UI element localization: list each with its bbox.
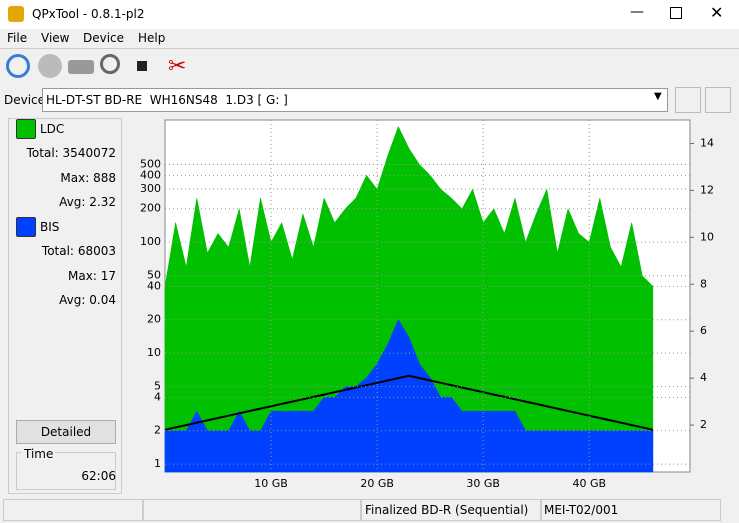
device-label: Device: xyxy=(4,93,50,107)
stat-value: 2.32 xyxy=(89,195,116,209)
stat-row: Max: 17 xyxy=(68,269,116,283)
speed-line xyxy=(164,374,654,431)
y-tick-label: 10 xyxy=(147,346,161,359)
lock-button[interactable] xyxy=(705,87,731,113)
y2-tick-label: 6 xyxy=(700,324,707,337)
stat-row: Total: 68003 xyxy=(42,244,116,258)
close[interactable]: ✕ xyxy=(710,3,724,22)
y-tick-label: 200 xyxy=(140,202,161,215)
x-tick-label: 10 GB xyxy=(254,477,288,490)
y-tick-label: 4 xyxy=(154,390,161,403)
x-tick-label: 30 GB xyxy=(466,477,500,490)
y2-tick-label: 10 xyxy=(700,230,714,243)
status-segment xyxy=(3,499,143,521)
refresh-icon[interactable] xyxy=(6,54,30,78)
menu-item[interactable]: Help xyxy=(138,31,166,45)
series-area xyxy=(164,125,654,473)
chart: 124510204050100200300400500246810121410 … xyxy=(140,119,714,490)
stat-value: 3540072 xyxy=(62,146,116,160)
stat-label: Max: xyxy=(68,268,97,283)
scan-icon[interactable] xyxy=(100,54,120,74)
separator xyxy=(0,48,739,49)
time-label: Time xyxy=(22,447,56,461)
y2-tick-label: 12 xyxy=(700,183,714,196)
y-tick-label: 400 xyxy=(140,168,161,181)
ldc-legend-swatch xyxy=(16,119,36,139)
disc-icon[interactable] xyxy=(38,54,62,78)
stats-panel xyxy=(8,118,122,494)
y-tick-label: 50 xyxy=(147,269,161,282)
x-tick-label: 40 GB xyxy=(572,477,606,490)
stat-label: Total: xyxy=(26,146,59,160)
legend-label: LDC xyxy=(40,122,65,136)
app-icon xyxy=(8,6,24,22)
stat-value: 17 xyxy=(100,268,116,283)
detailed-button[interactable]: Detailed xyxy=(16,420,116,444)
time-box xyxy=(16,452,116,490)
menu-item[interactable]: View xyxy=(41,31,70,45)
minimize[interactable]: — xyxy=(630,4,644,20)
y-tick-label: 1 xyxy=(154,457,161,470)
title-bar xyxy=(0,0,739,29)
y-tick-label: 40 xyxy=(147,279,161,292)
stat-label: Total: xyxy=(41,244,74,258)
device-select[interactable] xyxy=(42,88,668,112)
stat-row: Avg: 2.32 xyxy=(59,195,116,209)
stat-value: 68003 xyxy=(77,244,116,258)
stat-row: Avg: 0.04 xyxy=(59,293,116,307)
bis-legend-swatch xyxy=(16,217,36,237)
y-tick-label: 5 xyxy=(154,380,161,393)
status-segment xyxy=(143,499,361,521)
dropdown-arrow[interactable]: ▼ xyxy=(654,91,662,102)
menu-item[interactable]: File xyxy=(7,31,28,45)
settings-icon[interactable]: ✂ xyxy=(168,54,187,79)
stat-label: Avg: xyxy=(59,293,86,307)
stat-label: Max: xyxy=(60,170,90,185)
stat-value: 888 xyxy=(93,170,116,185)
x-tick-label: 20 GB xyxy=(360,477,394,490)
window-title: QPxTool - 0.8.1-pl2 xyxy=(32,7,145,21)
stat-label: Avg: xyxy=(59,195,86,209)
drive-icon[interactable] xyxy=(68,60,94,74)
y-tick-label: 2 xyxy=(154,424,161,437)
series-area xyxy=(164,319,654,473)
menu-item[interactable]: Device xyxy=(83,31,125,45)
maximize[interactable] xyxy=(670,7,682,19)
device-value: HL-DT-ST BD-RE WH16NS48 1.D3 [ G: ] xyxy=(46,93,288,107)
y2-tick-label: 2 xyxy=(700,418,707,431)
stop-icon[interactable] xyxy=(137,61,147,71)
eject-button[interactable] xyxy=(675,87,701,113)
legend-label: BIS xyxy=(40,220,60,234)
y-tick-label: 300 xyxy=(140,182,161,195)
y-tick-label: 100 xyxy=(140,235,161,248)
y2-tick-label: 8 xyxy=(700,277,707,290)
y-tick-label: 20 xyxy=(147,313,161,326)
time-value: 62:06 xyxy=(81,469,116,483)
y2-tick-label: 4 xyxy=(700,371,707,384)
stat-value: 0.04 xyxy=(89,293,116,307)
y-tick-label: 500 xyxy=(140,158,161,171)
y2-tick-label: 14 xyxy=(700,136,714,149)
stat-row: Total: 3540072 xyxy=(27,146,116,160)
status-text: MEI-T02/001 xyxy=(540,499,721,521)
stat-row: Max: 888 xyxy=(60,171,116,185)
status-text: Finalized BD-R (Sequential) xyxy=(361,499,542,521)
